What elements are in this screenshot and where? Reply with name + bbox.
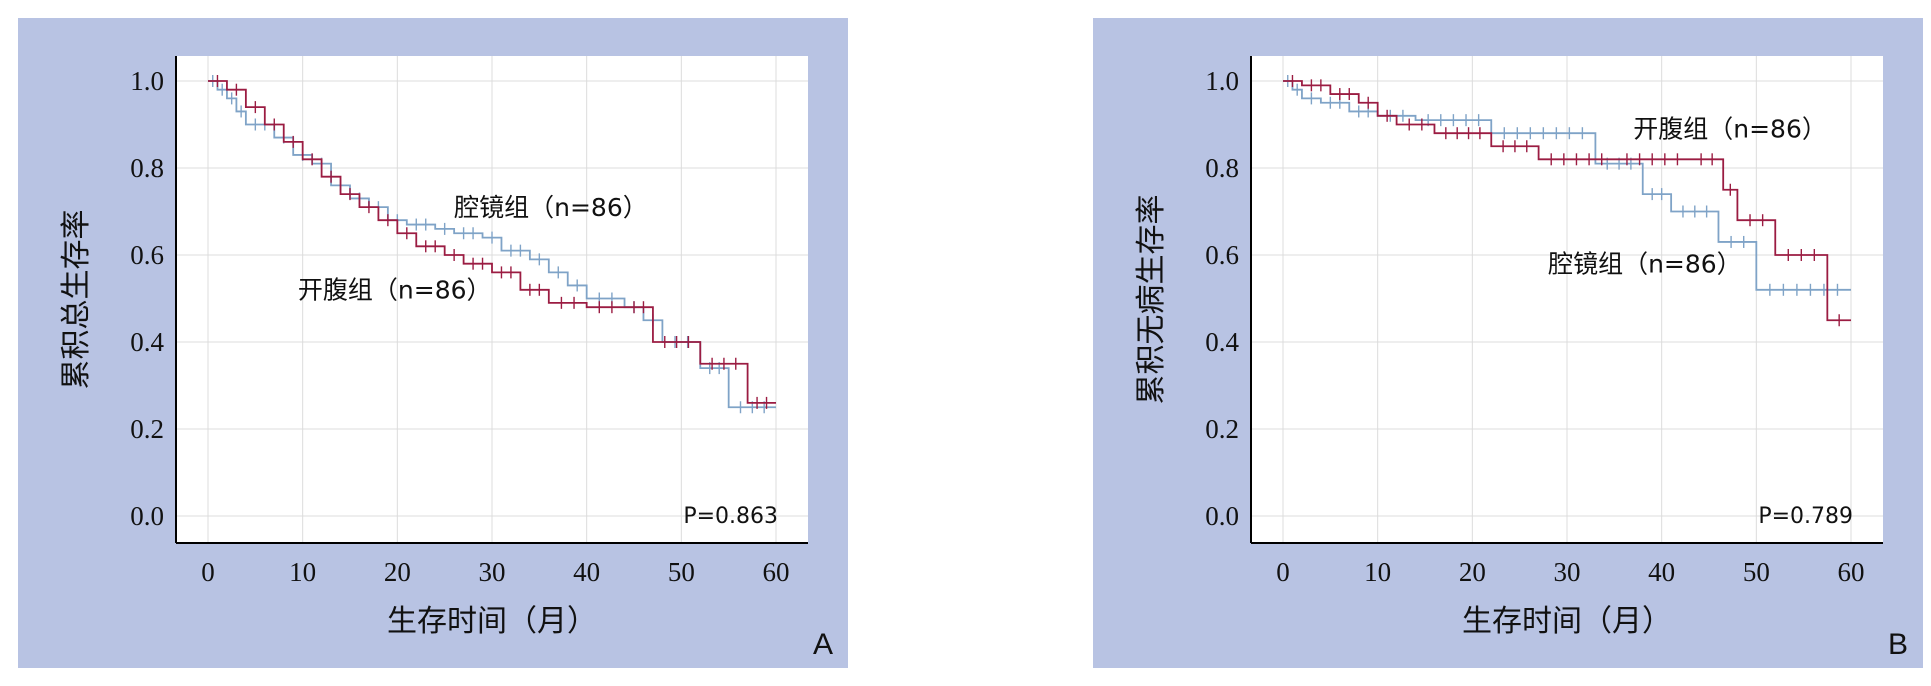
panel-letter: B: [1888, 628, 1908, 661]
x-tick-label: 40: [1648, 557, 1675, 587]
y-tick-label: 1.0: [130, 66, 164, 96]
x-tick-label: 10: [1364, 557, 1391, 587]
y-tick-label: 0.4: [1205, 327, 1239, 357]
x-tick-label: 60: [763, 557, 790, 587]
y-tick-label: 0.0: [1205, 501, 1239, 531]
x-tick-label: 40: [573, 557, 600, 587]
series-annotation: 腔镜组（n=86）: [1548, 249, 1742, 278]
survival-curve-open: [1283, 80, 1851, 322]
x-tick-label: 30: [479, 557, 506, 587]
survival-curve-open: [208, 80, 776, 404]
y-tick-label: 0.8: [130, 153, 164, 183]
y-axis-title: 累积总生存率: [60, 210, 93, 390]
chart-panel-b: 0 10 20 30 40 50 60 0.0 0.2 0.4 0.6 0.8 1.0 生存时间（月） 累积…: [1093, 18, 1923, 668]
x-tick-label: 50: [1743, 557, 1770, 587]
x-tick-label: 20: [384, 557, 411, 587]
x-axis-title: 生存时间（月）: [387, 605, 597, 638]
series-annotation: 腔镜组（n=86）: [454, 193, 648, 222]
km-chart-a: 0 10 20 30 40 50 60 0.0 0.2 0.4 0.6 0.8 1.0 生存时间（月） 累积…: [60, 56, 833, 661]
x-tick-label: 60: [1838, 557, 1865, 587]
y-tick-label: 1.0: [1205, 66, 1239, 96]
y-tick-label: 0.8: [1205, 153, 1239, 183]
y-tick-label: 0.2: [130, 414, 164, 444]
p-value-label: P=0.789: [1758, 504, 1853, 529]
y-tick-label: 0.6: [130, 240, 164, 270]
x-tick-label: 10: [289, 557, 316, 587]
y-tick-label: 0.2: [1205, 414, 1239, 444]
x-tick-label: 0: [201, 557, 215, 587]
x-axis-title: 生存时间（月）: [1462, 605, 1672, 638]
x-tick-label: 0: [1276, 557, 1290, 587]
y-axis-title: 累积无病生存率: [1135, 195, 1168, 405]
x-tick-label: 20: [1459, 557, 1486, 587]
km-chart-b: 0 10 20 30 40 50 60 0.0 0.2 0.4 0.6 0.8 1.0 生存时间（月） 累积…: [1135, 56, 1908, 661]
x-tick-label: 30: [1554, 557, 1581, 587]
panel-letter: A: [813, 628, 833, 661]
y-tick-label: 0.0: [130, 501, 164, 531]
p-value-label: P=0.863: [683, 504, 778, 529]
series-annotation: 开腹组（n=86）: [298, 276, 492, 305]
y-tick-label: 0.4: [130, 327, 164, 357]
series-annotation: 开腹组（n=86）: [1633, 115, 1827, 144]
y-tick-label: 0.6: [1205, 240, 1239, 270]
x-tick-label: 50: [668, 557, 695, 587]
chart-panel-a: 0 10 20 30 40 50 60 0.0 0.2 0.4 0.6 0.8 1.0 生存时间（月） 累积…: [18, 18, 848, 668]
